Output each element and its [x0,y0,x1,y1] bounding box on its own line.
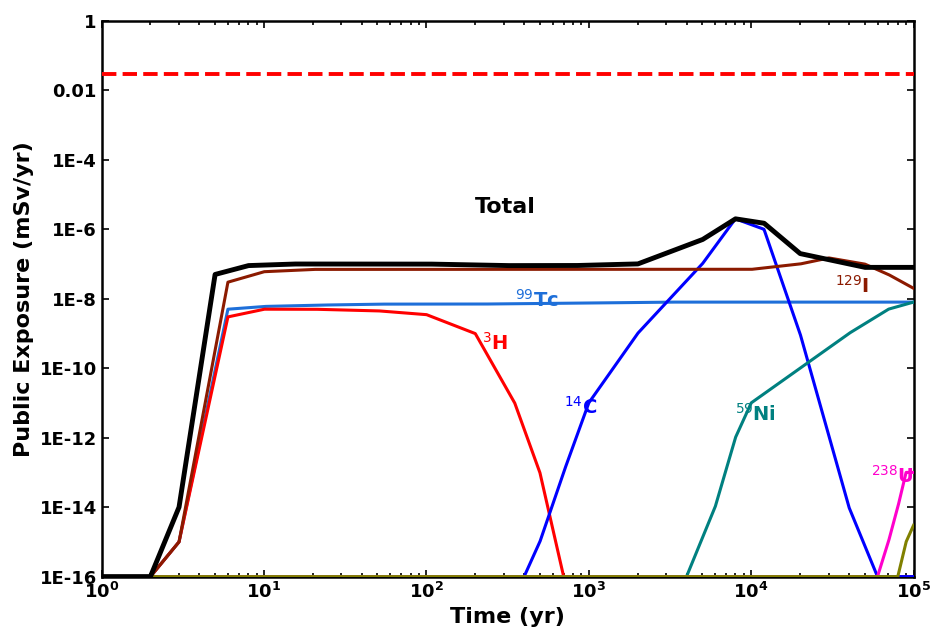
Text: $^{99}$Tc: $^{99}$Tc [514,288,558,310]
Text: $^{14}$C: $^{14}$C [563,395,597,417]
Text: $^{3}$H: $^{3}$H [481,331,507,353]
Text: $^{129}$I: $^{129}$I [834,275,868,297]
Text: Total: Total [475,197,535,217]
Text: $^{59}$Ni: $^{59}$Ni [734,403,775,425]
Text: $^{238}$U: $^{238}$U [870,465,913,487]
X-axis label: Time (yr): Time (yr) [449,607,565,627]
Y-axis label: Public Exposure (mSv/yr): Public Exposure (mSv/yr) [14,141,34,456]
